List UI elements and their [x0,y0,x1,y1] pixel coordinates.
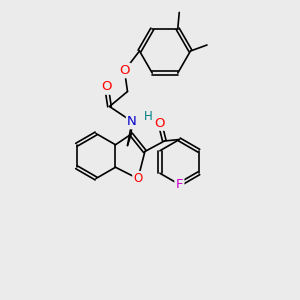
Text: N: N [127,115,137,128]
Text: O: O [119,64,130,77]
Text: F: F [176,178,183,191]
Text: O: O [154,116,165,130]
Text: H: H [144,110,153,124]
Text: O: O [134,172,142,185]
Text: O: O [101,80,112,94]
